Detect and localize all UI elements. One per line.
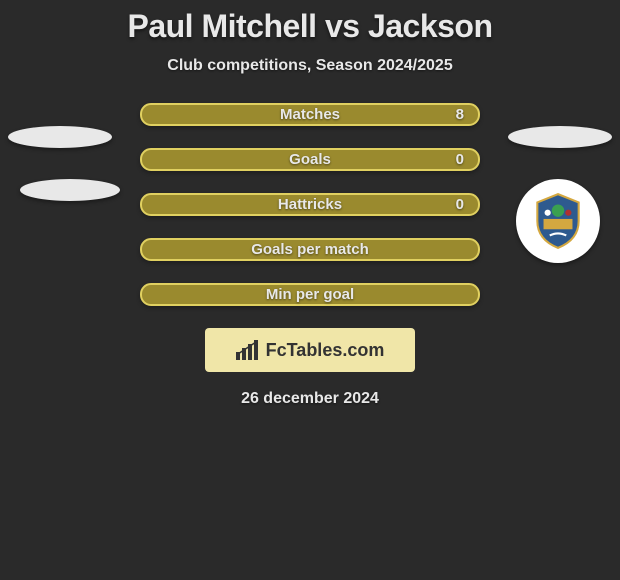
page-title: Paul Mitchell vs Jackson bbox=[0, 8, 620, 45]
stat-bar-matches: Matches 8 bbox=[140, 103, 480, 126]
stat-value-right: 8 bbox=[456, 106, 464, 123]
stat-label: Goals per match bbox=[251, 241, 369, 258]
stat-label: Min per goal bbox=[266, 286, 354, 303]
oval-icon bbox=[508, 126, 612, 148]
stat-value-right: 0 bbox=[456, 151, 464, 168]
stat-label: Goals bbox=[289, 151, 331, 168]
page-subtitle: Club competitions, Season 2024/2025 bbox=[0, 57, 620, 75]
stats-bars: Matches 8 Goals 0 Hattricks 0 Goals per … bbox=[140, 103, 480, 306]
stat-label: Matches bbox=[280, 106, 340, 123]
watermark-badge: FcTables.com bbox=[205, 328, 415, 372]
club-crest-icon bbox=[516, 179, 600, 263]
stat-bar-goals-per-match: Goals per match bbox=[140, 238, 480, 261]
stat-bar-goals: Goals 0 bbox=[140, 148, 480, 171]
player-right-badge bbox=[508, 126, 612, 148]
footer-date: 26 december 2024 bbox=[0, 390, 620, 408]
stat-bar-hattricks: Hattricks 0 bbox=[140, 193, 480, 216]
stat-bar-min-per-goal: Min per goal bbox=[140, 283, 480, 306]
stat-label: Hattricks bbox=[278, 196, 342, 213]
player-left-badge-small bbox=[20, 179, 120, 201]
watermark-text: FcTables.com bbox=[266, 340, 385, 361]
bar-chart-icon bbox=[236, 340, 260, 360]
stat-value-right: 0 bbox=[456, 196, 464, 213]
oval-icon bbox=[8, 126, 112, 148]
player-left-badge bbox=[8, 126, 112, 148]
